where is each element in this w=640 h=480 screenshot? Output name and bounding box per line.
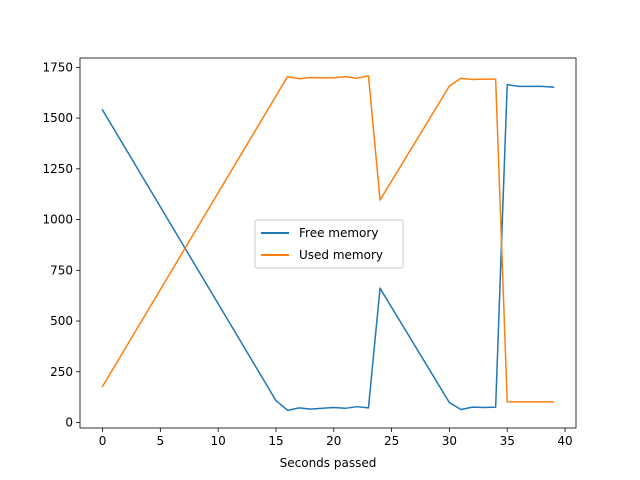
x-axis: 0 5 10 15 20 25 30 35 40 bbox=[99, 428, 573, 448]
plot-area bbox=[79, 57, 577, 429]
plot-frame bbox=[79, 57, 577, 429]
legend-box bbox=[254, 219, 404, 269]
y-tick-label: 750 bbox=[50, 263, 73, 277]
legend: Free memory Used memory bbox=[254, 219, 404, 269]
x-axis-label: Seconds passed bbox=[280, 456, 377, 470]
y-tick-label: 0 bbox=[65, 416, 73, 430]
x-tick-label: 35 bbox=[500, 434, 515, 448]
legend-label-2: Used memory bbox=[299, 248, 383, 262]
x-tick-label: 30 bbox=[442, 434, 457, 448]
y-axis: 0 250 500 750 1000 1250 1500 1750 bbox=[42, 60, 80, 430]
x-tick-label: 40 bbox=[557, 434, 572, 448]
x-tick-label: 15 bbox=[268, 434, 283, 448]
series-line-2 bbox=[101, 75, 555, 403]
series-line-1 bbox=[101, 83, 555, 412]
legend-label-1: Free memory bbox=[299, 226, 378, 240]
x-tick-label: 10 bbox=[211, 434, 226, 448]
y-tick-label: 1250 bbox=[42, 162, 73, 176]
x-tick-label: 0 bbox=[99, 434, 107, 448]
y-tick-label: 1500 bbox=[42, 111, 73, 125]
x-tick-label: 25 bbox=[384, 434, 399, 448]
y-tick-label: 1000 bbox=[42, 213, 73, 227]
x-tick-label: 20 bbox=[326, 434, 341, 448]
y-tick-label: 1750 bbox=[42, 60, 73, 74]
y-tick-label: 250 bbox=[50, 365, 73, 379]
x-tick-label: 5 bbox=[157, 434, 165, 448]
y-tick-label: 500 bbox=[50, 314, 73, 328]
